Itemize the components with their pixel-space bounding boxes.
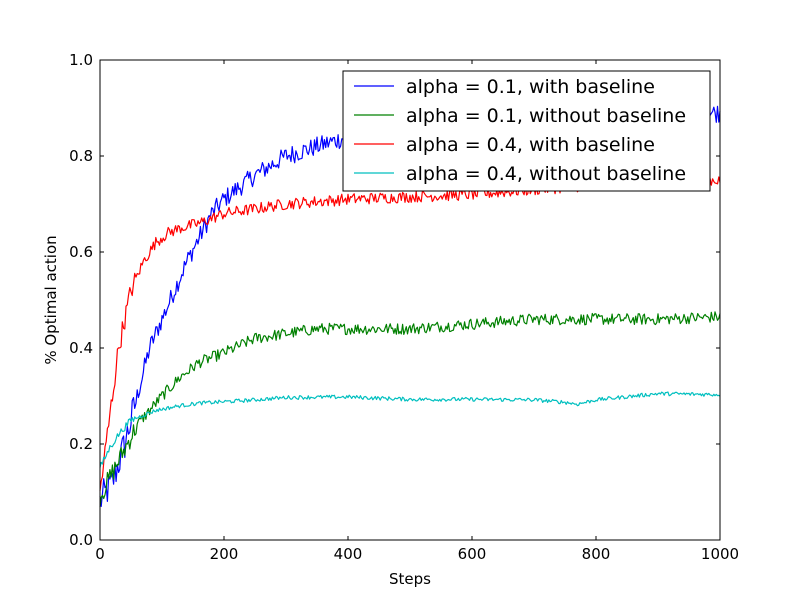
- legend-label-series-2: alpha = 0.1, without baseline: [406, 105, 686, 127]
- x-tick-label: 600: [458, 545, 487, 563]
- legend-frame: [342, 70, 711, 192]
- y-tick-label: 0.2: [69, 435, 93, 453]
- legend: alpha = 0.1, with baseline alpha = 0.1, …: [342, 70, 711, 192]
- plot-area-frame: [99, 59, 721, 541]
- x-axis-label: Steps: [389, 570, 431, 588]
- legend-label-series-1: alpha = 0.1, with baseline: [406, 76, 655, 98]
- x-tick-label: 0: [95, 545, 105, 563]
- y-tick-label: 0.4: [69, 339, 93, 357]
- y-tick-label: 0.0: [69, 531, 93, 549]
- x-tick-label: 400: [334, 545, 363, 563]
- y-tick-label: 1.0: [69, 51, 93, 69]
- legend-label-series-3: alpha = 0.4, with baseline: [406, 134, 655, 156]
- y-axis-label: % Optimal action: [42, 235, 60, 364]
- ticks-layer: 0 200 400 600 800 1000 0.0 0.2 0.4 0.6 0.8 1.0: [69, 51, 739, 563]
- x-tick-label: 200: [210, 545, 239, 563]
- y-tick-label: 0.8: [69, 147, 93, 165]
- x-tick-label: 1000: [701, 545, 739, 563]
- series-line-2: [99, 311, 721, 507]
- y-tick-label: 0.6: [69, 243, 93, 261]
- series-line-4: [99, 391, 721, 468]
- x-tick-label: 800: [582, 545, 611, 563]
- legend-label-series-4: alpha = 0.4, without baseline: [406, 163, 686, 185]
